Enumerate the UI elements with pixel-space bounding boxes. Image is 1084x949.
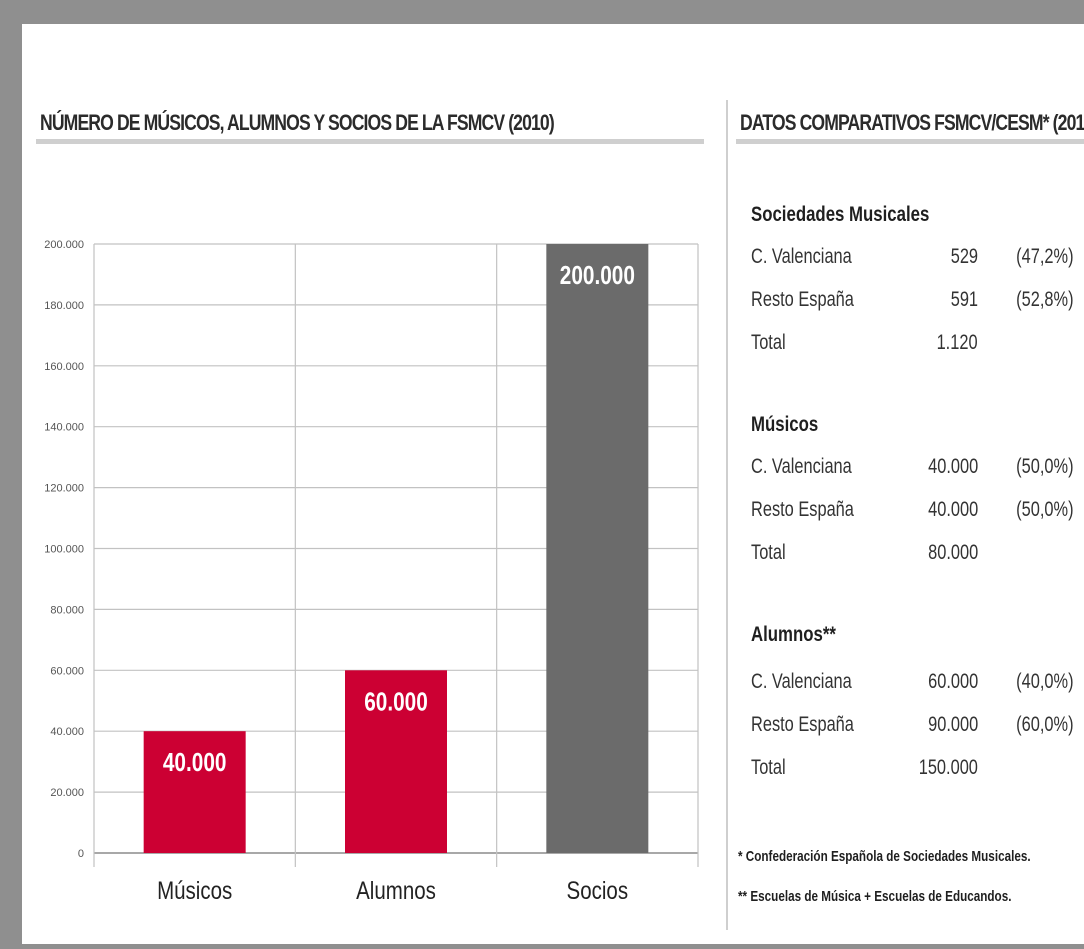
row-percentage: (52,8%) (1016, 288, 1074, 311)
row-value: 40.000 (927, 455, 978, 478)
row-label: Total (751, 541, 786, 564)
row-value: 150.000 (918, 756, 978, 779)
y-tick-label: 120.000 (44, 483, 84, 495)
comparison-title-rule (736, 139, 1084, 144)
y-tick-label: 200.000 (44, 239, 84, 251)
y-tick-label: 180.000 (44, 300, 84, 312)
frame-top-border (0, 0, 1084, 24)
row-value: 591 (950, 288, 978, 311)
group-heading-musicos: Músicos (751, 413, 819, 436)
bar-value-label: 60.000 (364, 687, 428, 716)
y-tick-label: 80.000 (50, 604, 84, 616)
x-category-label: Alumnos (356, 876, 436, 904)
row-percentage: (40,0%) (1016, 670, 1074, 693)
frame-left-border (0, 0, 22, 949)
bar-músicos (143, 731, 246, 853)
row-label: C. Valenciana (751, 455, 852, 478)
row-value: 60.000 (927, 670, 978, 693)
row-percentage: (50,0%) (1016, 455, 1074, 478)
row-label: Total (751, 756, 786, 779)
bar-value-label: 40.000 (163, 748, 227, 777)
row-percentage: (60,0%) (1016, 713, 1074, 736)
row-percentage: (50,0%) (1016, 498, 1074, 521)
footnote-alumnos: ** Escuelas de Música + Escuelas de Educ… (738, 888, 1012, 905)
comparison-title: DATOS COMPARATIVOS FSMCV/CESM* (2010) (740, 110, 1084, 135)
row-label: Total (751, 331, 786, 354)
bar-value-label: 200.000 (560, 261, 635, 290)
y-tick-label: 0 (78, 848, 84, 860)
y-tick-label: 140.000 (44, 422, 84, 434)
row-value: 80.000 (927, 541, 978, 564)
x-category-label: Socios (567, 876, 629, 904)
row-value: 40.000 (927, 498, 978, 521)
row-label: Resto España (751, 498, 854, 521)
row-value: 529 (950, 245, 978, 268)
bar-socios (546, 244, 649, 853)
chart-title: NÚMERO DE MÚSICOS, ALUMNOS Y SOCIOS DE L… (40, 110, 555, 135)
y-tick-label: 20.000 (50, 787, 84, 799)
frame-bottom-border (0, 944, 1084, 949)
chart-title-rule (36, 139, 704, 144)
row-value: 1.120 (937, 331, 978, 354)
group-heading-sociedades: Sociedades Musicales (751, 203, 930, 226)
bar-alumnos (345, 670, 447, 853)
y-tick-label: 40.000 (50, 726, 84, 738)
y-tick-label: 160.000 (44, 361, 84, 373)
footnote-cesm: * Confederación Española de Sociedades M… (738, 848, 1031, 865)
row-label: C. Valenciana (751, 670, 852, 693)
group-heading-alumnos: Alumnos** (751, 623, 836, 646)
x-category-label: Músicos (157, 876, 232, 904)
row-label: Resto España (751, 713, 854, 736)
row-value: 90.000 (927, 713, 978, 736)
bar-chart: 0 20.000 40.000 60.000 80.000 100.000 120.000 1… (44, 239, 699, 904)
row-label: C. Valenciana (751, 245, 852, 268)
y-tick-label: 100.000 (44, 544, 84, 556)
row-percentage: (47,2%) (1016, 245, 1074, 268)
row-label: Resto España (751, 288, 854, 311)
panel-divider (726, 100, 728, 930)
y-tick-label: 60.000 (50, 665, 84, 677)
